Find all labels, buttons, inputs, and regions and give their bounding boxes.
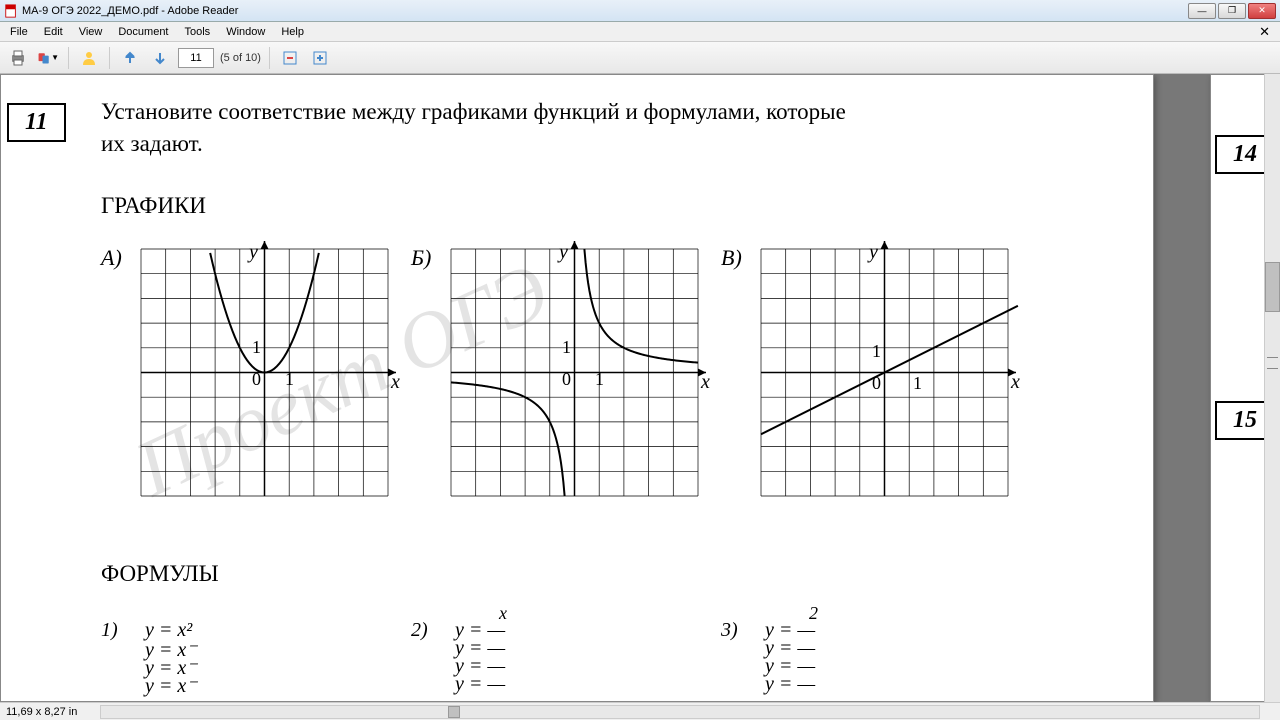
formula-1d: y = x⁻ bbox=[145, 673, 197, 698]
formula-1-num: 1) bbox=[101, 619, 118, 642]
menu-file[interactable]: File bbox=[2, 24, 36, 40]
formula-2-num: 2) bbox=[411, 619, 428, 642]
question-text-l1: Установите соответствие между графиками … bbox=[101, 99, 846, 125]
menu-document[interactable]: Document bbox=[110, 24, 176, 40]
horizontal-scrollbar[interactable] bbox=[100, 705, 1260, 719]
titlebar: МА-9 ОГЭ 2022_ДЕМО.pdf - Adobe Reader — … bbox=[0, 0, 1280, 22]
q14-box: 14 bbox=[1215, 135, 1264, 174]
pdf-page-next: 14 15 bbox=[1210, 74, 1264, 702]
formula-3-num: 3) bbox=[721, 619, 738, 642]
statusbar: 11,69 x 8,27 in bbox=[0, 702, 1280, 720]
chart-c-x-label: x bbox=[1011, 371, 1020, 394]
menu-help[interactable]: Help bbox=[273, 24, 312, 40]
chart-c bbox=[761, 249, 1008, 496]
formula-3d: y = — bbox=[765, 673, 815, 696]
close-button[interactable]: ✕ bbox=[1248, 3, 1276, 19]
chart-b-label: Б) bbox=[411, 245, 431, 271]
chart-b bbox=[451, 249, 698, 496]
combine-button[interactable]: ▼ bbox=[36, 46, 60, 70]
chart-b-x-label: x bbox=[701, 371, 710, 394]
chart-a-label: А) bbox=[101, 245, 122, 271]
chart-c-label: В) bbox=[721, 245, 742, 271]
toolbar: ▼ (5 of 10) bbox=[0, 42, 1280, 74]
chart-a bbox=[141, 249, 388, 496]
print-button[interactable] bbox=[6, 46, 30, 70]
q15-box: 15 bbox=[1215, 401, 1264, 440]
menu-edit[interactable]: Edit bbox=[36, 24, 71, 40]
pdf-icon bbox=[4, 4, 18, 18]
zoom-out-button[interactable] bbox=[278, 46, 302, 70]
zoom-in-button[interactable] bbox=[308, 46, 332, 70]
minimize-button[interactable]: — bbox=[1188, 3, 1216, 19]
question-text-l2: их задают. bbox=[101, 131, 203, 157]
page-count: (5 of 10) bbox=[220, 52, 261, 64]
document-viewport: Проект ОГЭ 11 Установите соответствие ме… bbox=[0, 74, 1264, 702]
menu-view[interactable]: View bbox=[71, 24, 111, 40]
graphs-heading: ГРАФИКИ bbox=[101, 193, 206, 219]
vertical-scrollbar[interactable] bbox=[1264, 74, 1280, 702]
maximize-button[interactable]: ❐ bbox=[1218, 3, 1246, 19]
menubar: File Edit View Document Tools Window Hel… bbox=[0, 22, 1280, 42]
page-input[interactable] bbox=[178, 48, 214, 68]
collab-button[interactable] bbox=[77, 46, 101, 70]
pdf-page: Проект ОГЭ 11 Установите соответствие ме… bbox=[0, 74, 1154, 702]
menu-tools[interactable]: Tools bbox=[177, 24, 219, 40]
formulas-heading: ФОРМУЛЫ bbox=[101, 561, 219, 587]
question-number-box: 11 bbox=[7, 103, 66, 142]
formula-2d: y = — bbox=[455, 673, 505, 696]
menu-window[interactable]: Window bbox=[218, 24, 273, 40]
next-page-button[interactable] bbox=[148, 46, 172, 70]
window-title: МА-9 ОГЭ 2022_ДЕМО.pdf - Adobe Reader bbox=[22, 5, 1188, 17]
close-doc-icon[interactable]: ✕ bbox=[1255, 24, 1274, 40]
chart-a-x-label: x bbox=[391, 371, 400, 394]
page-dimensions: 11,69 x 8,27 in bbox=[6, 706, 77, 718]
prev-page-button[interactable] bbox=[118, 46, 142, 70]
